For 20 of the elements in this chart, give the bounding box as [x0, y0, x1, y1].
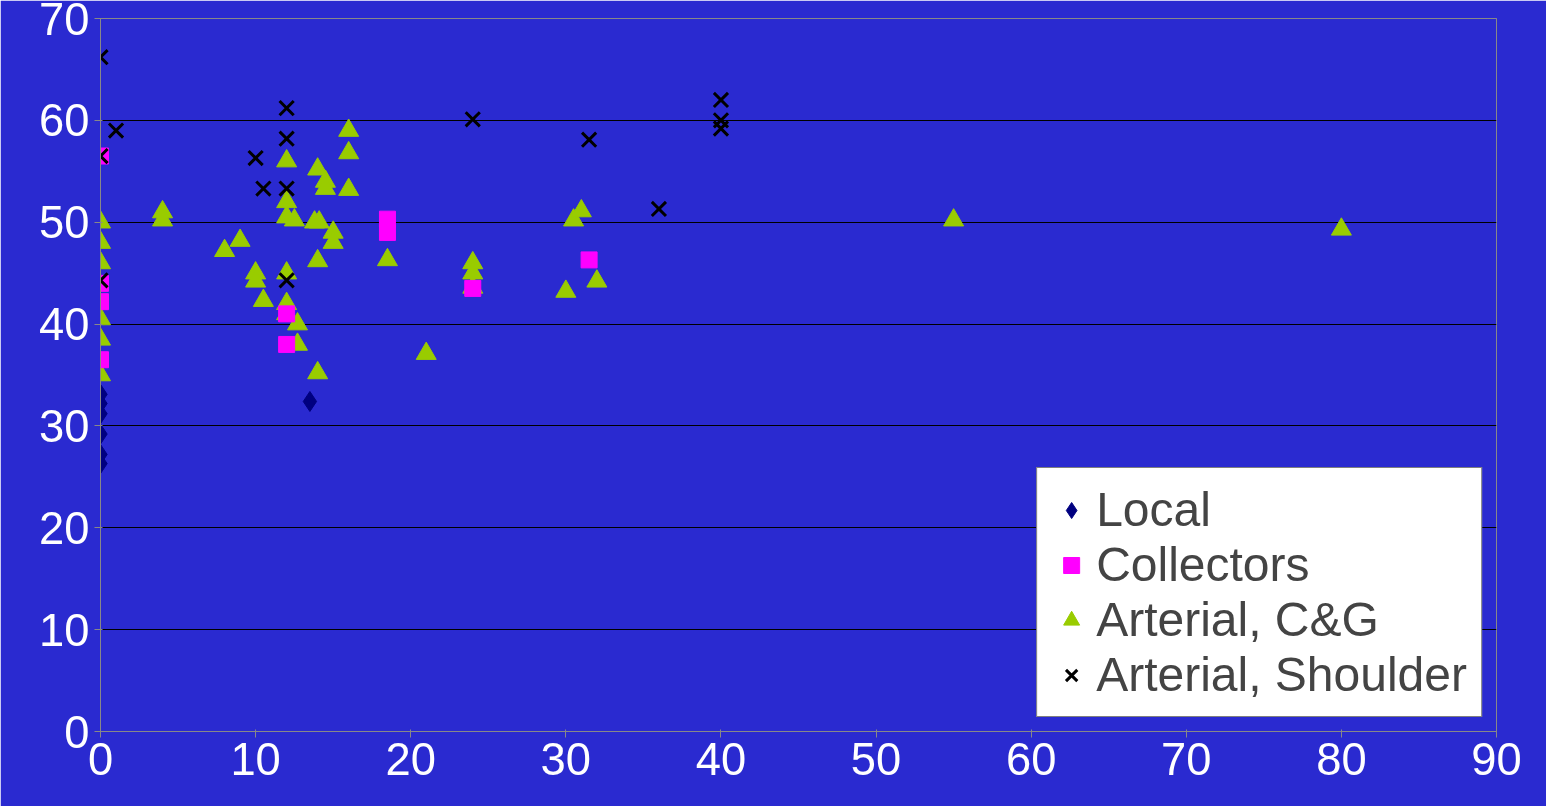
x-tick-label: 80 — [1316, 733, 1367, 785]
y-tick-label: 20 — [39, 502, 90, 554]
x-tick-label: 30 — [540, 733, 592, 785]
legend-label: Collectors — [1096, 537, 1310, 592]
x-tick-label: 10 — [230, 733, 281, 785]
x-tick-label: 50 — [850, 733, 902, 785]
y-tick-label: 10 — [39, 604, 90, 656]
x-tick-label: 40 — [695, 733, 747, 785]
y-tick-label: 40 — [39, 299, 90, 351]
legend-label: Arterial, C&G — [1096, 592, 1379, 647]
y-tick-label: 50 — [39, 197, 90, 249]
y-tick-label: 30 — [39, 400, 90, 452]
y-tick-label: 60 — [39, 95, 90, 147]
legend-label: Local — [1096, 482, 1211, 537]
x-tick-label: 90 — [1471, 733, 1522, 785]
y-tick-label: 70 — [39, 0, 90, 45]
x-tick-label: 70 — [1161, 733, 1212, 785]
x-tick-label: 20 — [385, 733, 436, 785]
legend-label: Arterial, Shoulder — [1096, 647, 1467, 702]
x-tick-label: 60 — [1005, 733, 1057, 785]
